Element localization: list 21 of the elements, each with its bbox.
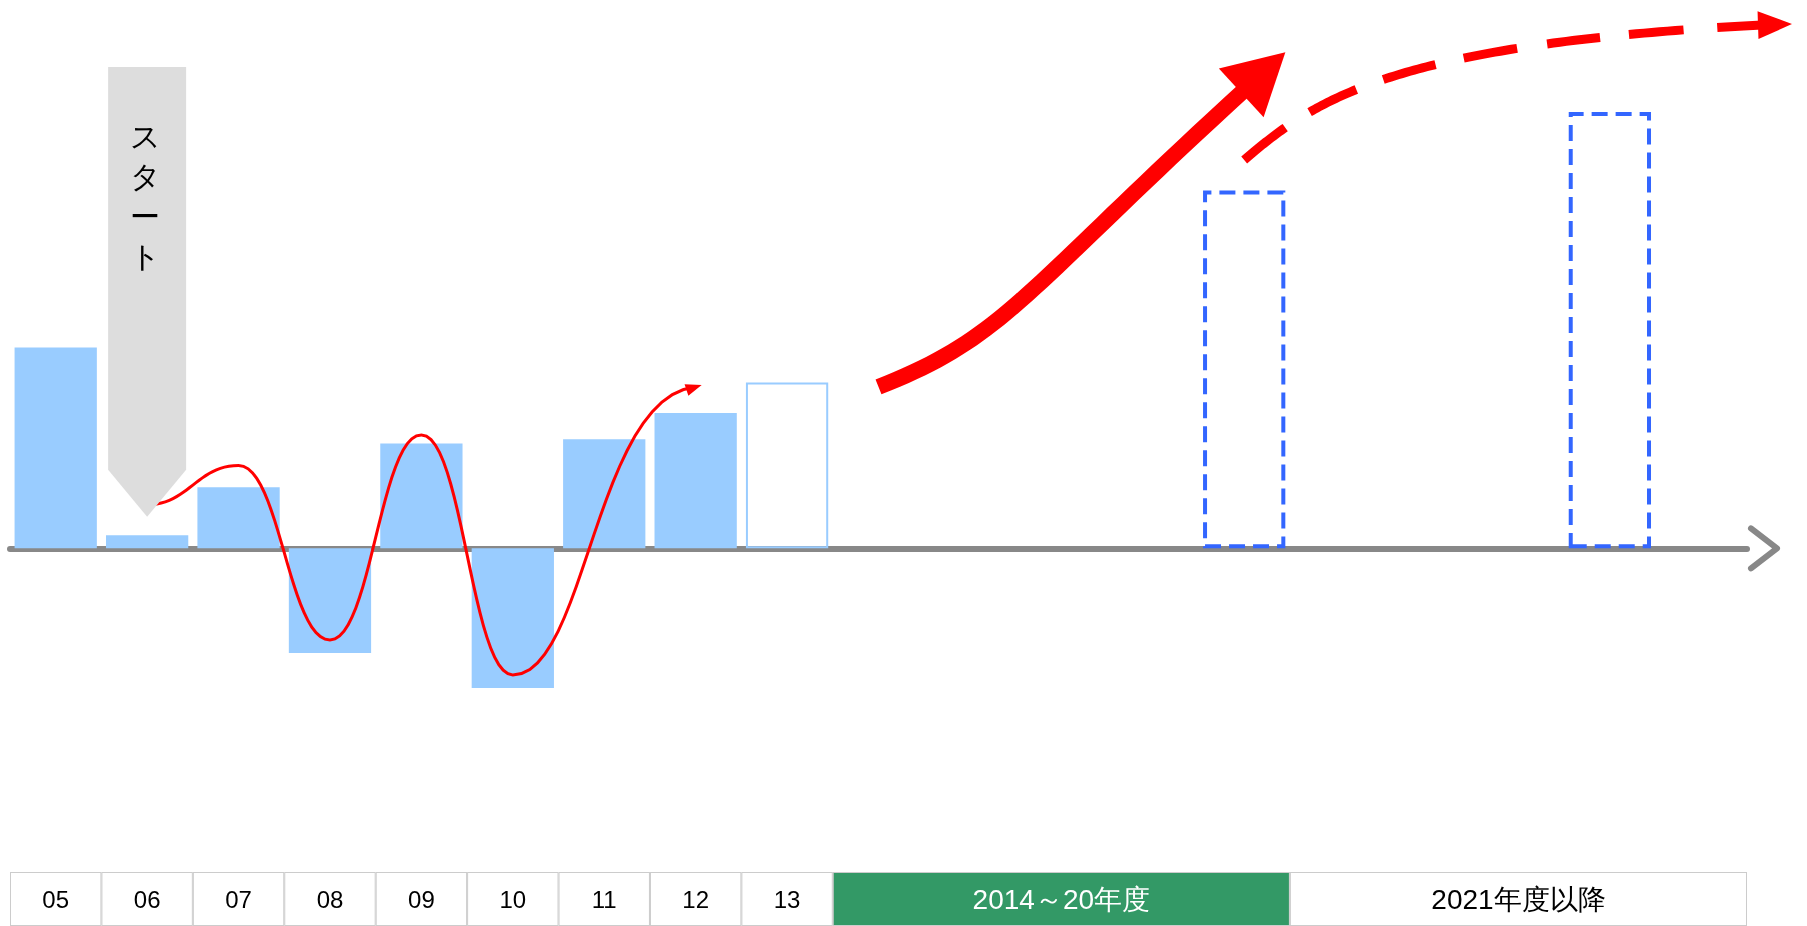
bar	[563, 439, 646, 549]
x-tick-label: 2014～20年度	[972, 883, 1151, 915]
x-tick-label: 06	[133, 885, 161, 913]
x-tick-label: 05	[42, 885, 70, 913]
x-tick-label: 07	[225, 885, 252, 913]
bar	[197, 487, 280, 549]
x-tick-label: 10	[499, 885, 527, 913]
bar	[471, 548, 554, 688]
annotation: スタート	[128, 118, 162, 276]
x-tick-label: 13	[773, 885, 801, 913]
x-tick-label: 2021年度以降	[1431, 883, 1606, 915]
x-tick-label: 12	[682, 885, 710, 913]
x-tick-label: 11	[591, 885, 617, 913]
bar	[14, 347, 97, 549]
x-tick-label: 08	[316, 885, 344, 913]
x-tick-label: 09	[408, 885, 435, 913]
bar	[380, 443, 463, 549]
bar	[288, 548, 372, 654]
bar	[105, 535, 189, 549]
bar	[745, 382, 829, 549]
bar	[654, 413, 737, 549]
